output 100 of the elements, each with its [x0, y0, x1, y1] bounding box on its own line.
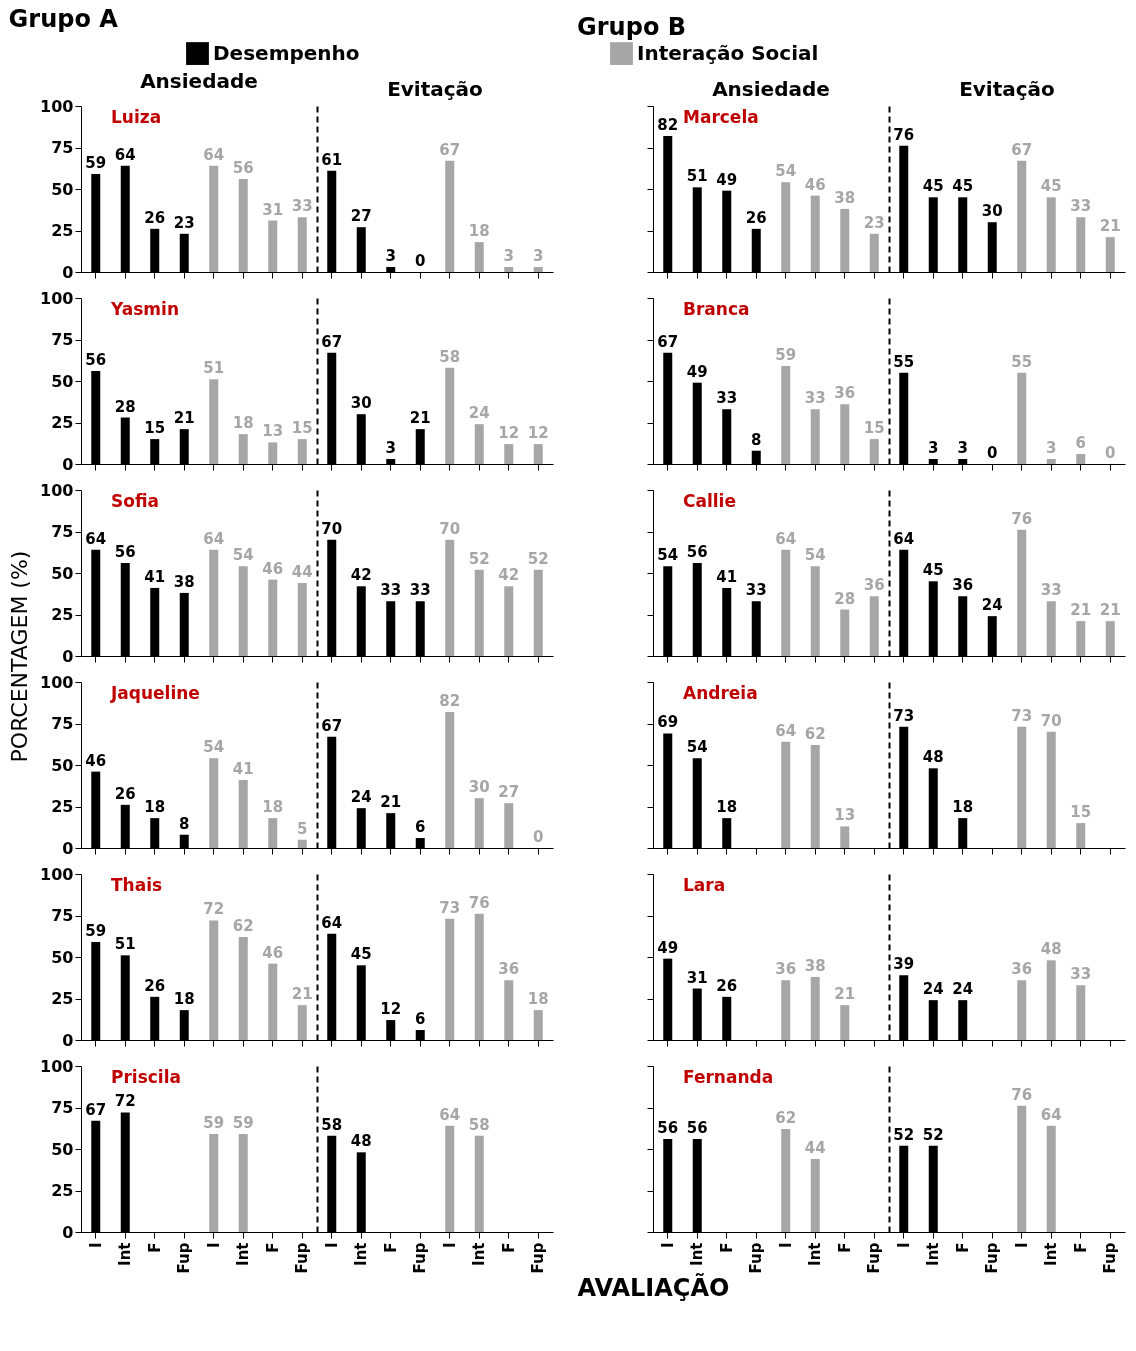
- data-label: 33: [1070, 965, 1092, 984]
- data-label: 6: [415, 1010, 426, 1029]
- data-label: 38: [804, 956, 826, 975]
- bar: [268, 963, 278, 1040]
- data-label: 36: [834, 384, 856, 403]
- bar: [297, 439, 307, 464]
- bar: [810, 745, 820, 848]
- data-label: 82: [657, 115, 679, 134]
- data-label: 51: [203, 359, 225, 378]
- x-tick-label: Int: [234, 1242, 253, 1266]
- data-label: 62: [804, 725, 826, 744]
- data-label: 28: [834, 589, 856, 608]
- data-label: 39: [893, 955, 915, 974]
- data-label: 30: [468, 778, 490, 797]
- data-label: 64: [114, 145, 136, 164]
- chart-title: Yasmin: [110, 299, 179, 319]
- chart-title: Branca: [683, 299, 750, 319]
- y-tick-label: 50: [51, 563, 74, 583]
- y-tick-label: 75: [51, 522, 74, 541]
- bar: [781, 366, 791, 464]
- data-label: 12: [498, 424, 520, 443]
- y-tick-label: 100: [40, 96, 74, 116]
- x-tick-label: Fup: [411, 1242, 430, 1274]
- data-label: 45: [952, 177, 974, 196]
- data-label: 36: [863, 576, 885, 595]
- data-label: 54: [775, 162, 797, 181]
- y-tick-label: 75: [51, 906, 74, 925]
- legend-label: Interação Social: [637, 40, 819, 65]
- x-tick-label: Fup: [865, 1242, 884, 1274]
- data-label: 70: [321, 519, 343, 538]
- data-label: 54: [203, 738, 225, 757]
- data-label: 76: [1011, 1085, 1033, 1104]
- text: Grupo B: [577, 12, 687, 41]
- bar: [840, 404, 850, 464]
- data-label: 59: [85, 154, 107, 173]
- data-label: 21: [291, 985, 313, 1004]
- y-tick-label: 0: [62, 838, 74, 858]
- y-tick-label: 0: [62, 1222, 74, 1242]
- bar: [1017, 529, 1027, 656]
- y-axis-title: PORCENTAGEM (%): [7, 550, 33, 763]
- data-label: 18: [952, 798, 974, 817]
- data-label: 3: [503, 247, 514, 266]
- x-tick-label: Int: [116, 1242, 135, 1266]
- data-label: 64: [85, 529, 107, 548]
- bar: [238, 566, 248, 656]
- data-label: 52: [893, 1125, 915, 1144]
- y-tick-label: 50: [51, 371, 74, 391]
- data-label: 27: [350, 207, 372, 226]
- data-label: 64: [439, 1105, 461, 1124]
- data-label: 23: [173, 213, 195, 232]
- data-label: 67: [657, 332, 679, 351]
- bar: [533, 569, 543, 656]
- data-label: 64: [321, 913, 343, 932]
- x-tick-label: F: [499, 1242, 518, 1253]
- data-label: 52: [468, 549, 490, 568]
- data-label: 33: [804, 389, 826, 408]
- data-label: 69: [657, 713, 679, 732]
- x-tick-label: Fup: [747, 1242, 766, 1274]
- chart-subtitle: Evitação: [387, 77, 483, 101]
- data-label: 12: [527, 424, 549, 443]
- chart-title: Thais: [111, 875, 163, 895]
- x-tick-label: Int: [470, 1242, 489, 1266]
- data-label: 18: [468, 222, 490, 241]
- x-tick-label: Int: [688, 1242, 707, 1266]
- bar: [238, 179, 248, 272]
- data-label: 42: [498, 566, 520, 585]
- chart-title: Callie: [683, 491, 736, 511]
- data-label: 72: [203, 900, 225, 919]
- data-label: 3: [533, 247, 544, 266]
- bar: [297, 1005, 307, 1040]
- data-label: 51: [114, 935, 136, 954]
- data-label: 56: [686, 543, 708, 562]
- data-label: 56: [114, 543, 136, 562]
- data-label: 41: [144, 567, 166, 586]
- data-label: 62: [775, 1109, 797, 1128]
- data-label: 56: [686, 1119, 708, 1138]
- data-label: 33: [716, 389, 738, 408]
- data-label: 54: [804, 546, 826, 565]
- x-tick-label: I: [776, 1242, 795, 1249]
- bar: [781, 741, 791, 848]
- data-label: 56: [85, 351, 107, 370]
- x-tick-label: I: [322, 1242, 341, 1249]
- bar: [1046, 960, 1056, 1040]
- chart-subtitle: Ansiedade: [712, 76, 830, 101]
- bar: [297, 217, 307, 272]
- bar: [297, 582, 307, 656]
- bar: [268, 220, 278, 272]
- data-label: 21: [1099, 601, 1121, 620]
- bar: [840, 609, 850, 656]
- bar: [504, 586, 514, 656]
- y-tick-label: 75: [51, 138, 74, 157]
- data-label: 36: [775, 960, 797, 979]
- x-tick-label: F: [263, 1242, 282, 1253]
- chart-title: Jaqueline: [110, 683, 200, 703]
- data-label: 70: [439, 519, 461, 538]
- data-label: 21: [1070, 601, 1092, 620]
- bar: [238, 434, 248, 464]
- data-label: 18: [262, 798, 284, 817]
- x-tick-label: I: [894, 1242, 913, 1249]
- bar: [1017, 160, 1027, 272]
